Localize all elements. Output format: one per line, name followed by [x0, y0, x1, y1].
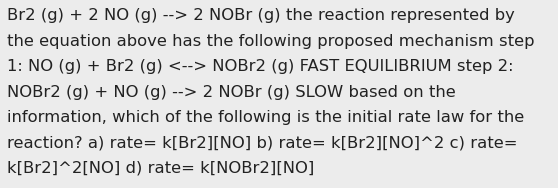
Text: Br2 (g) + 2 NO (g) --> 2 NOBr (g) the reaction represented by: Br2 (g) + 2 NO (g) --> 2 NOBr (g) the re…	[7, 8, 515, 24]
Text: information, which of the following is the initial rate law for the: information, which of the following is t…	[7, 110, 525, 125]
Text: NOBr2 (g) + NO (g) --> 2 NOBr (g) SLOW based on the: NOBr2 (g) + NO (g) --> 2 NOBr (g) SLOW b…	[7, 85, 456, 100]
Text: k[Br2]^2[NO] d) rate= k[NOBr2][NO]: k[Br2]^2[NO] d) rate= k[NOBr2][NO]	[7, 161, 315, 176]
Text: reaction? a) rate= k[Br2][NO] b) rate= k[Br2][NO]^2 c) rate=: reaction? a) rate= k[Br2][NO] b) rate= k…	[7, 135, 518, 150]
Text: the equation above has the following proposed mechanism step: the equation above has the following pro…	[7, 34, 535, 49]
Text: 1: NO (g) + Br2 (g) <--> NOBr2 (g) FAST EQUILIBRIUM step 2:: 1: NO (g) + Br2 (g) <--> NOBr2 (g) FAST …	[7, 59, 514, 74]
